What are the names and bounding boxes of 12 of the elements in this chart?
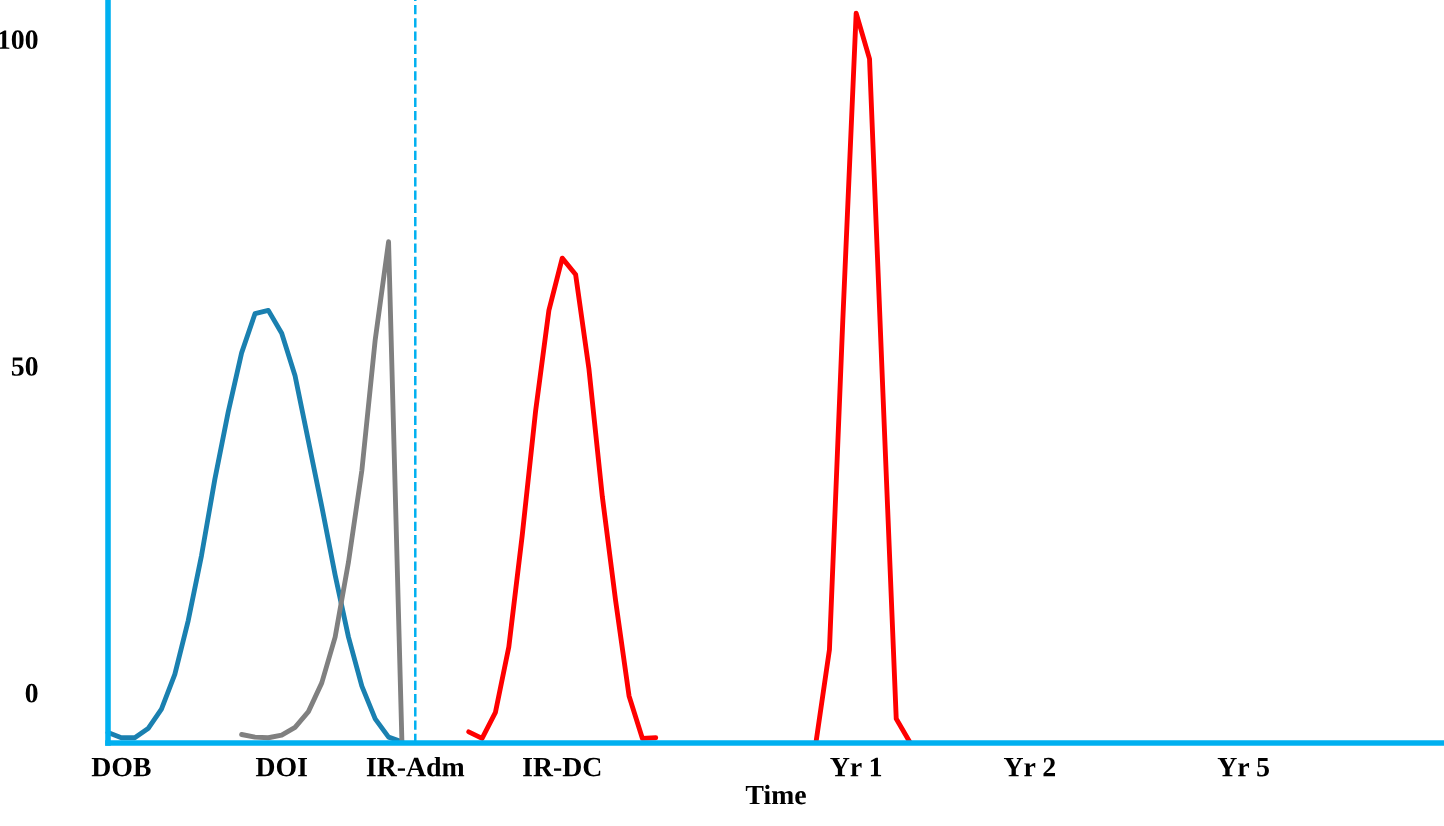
line-series xyxy=(466,255,659,741)
x-tick-label: DOI xyxy=(255,757,307,777)
x-tick-label: IR-Adm xyxy=(366,756,465,777)
x-axis-title: Time xyxy=(745,784,806,805)
x-tick-label: Yr 5 xyxy=(1217,757,1269,777)
x-tick-label: Yr 2 xyxy=(1003,757,1056,777)
y-tick-label: 100 xyxy=(0,30,38,50)
x-tick-label: DOB xyxy=(91,757,151,777)
x-tick-label: Yr 1 xyxy=(830,757,882,777)
x-tick-label: IR-DC xyxy=(523,757,601,777)
y-tick-label: 0 xyxy=(25,683,38,703)
y-tick-label: 50 xyxy=(11,357,38,376)
